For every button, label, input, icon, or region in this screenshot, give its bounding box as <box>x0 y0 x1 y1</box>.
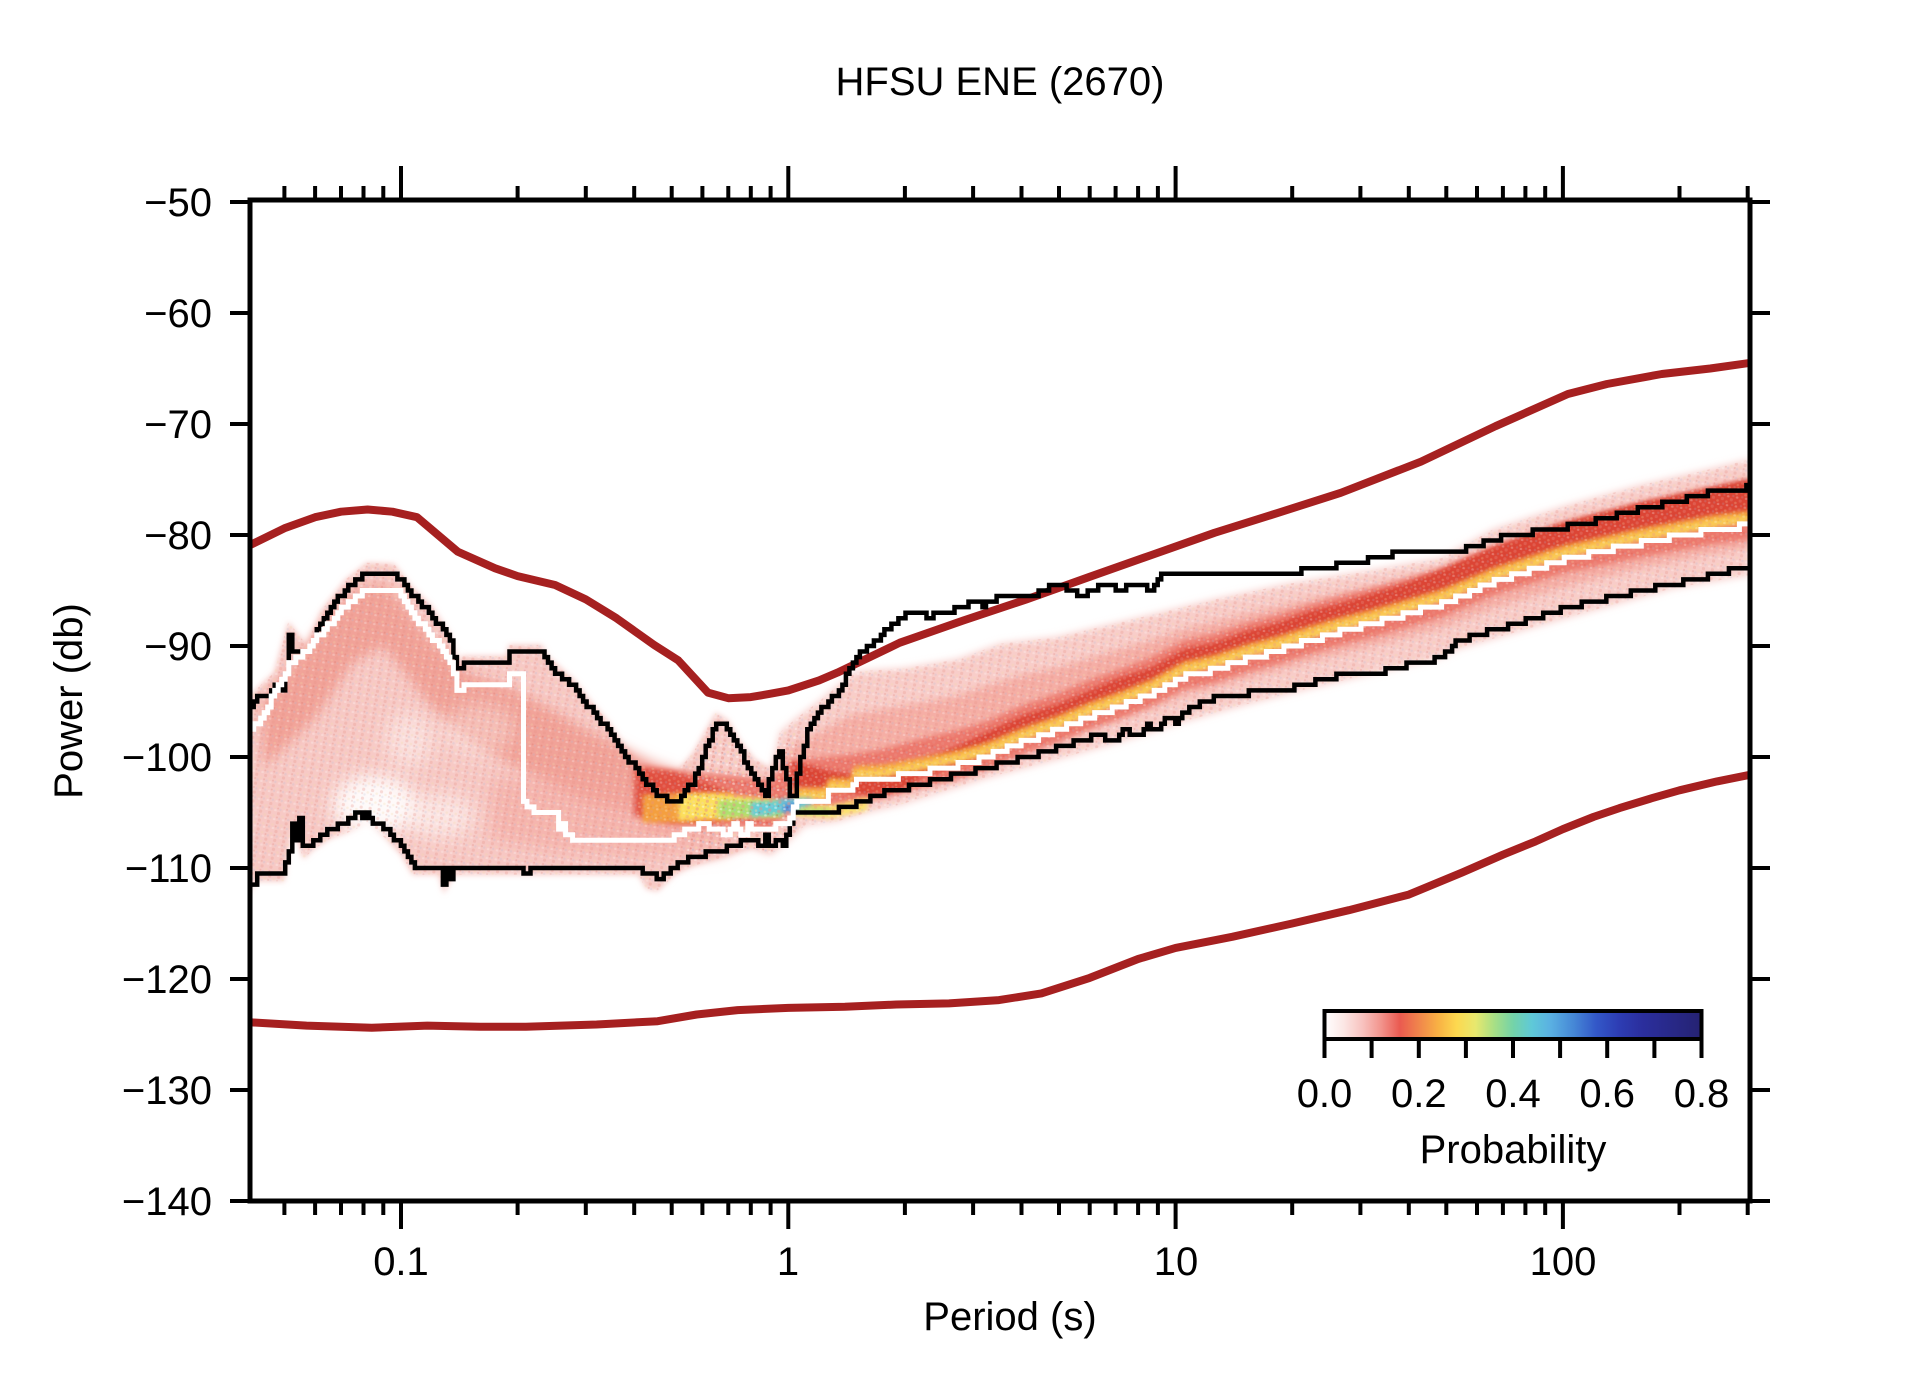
svg-text:0.6: 0.6 <box>1579 1072 1635 1116</box>
svg-text:−110: −110 <box>125 847 212 891</box>
svg-text:−120: −120 <box>122 958 212 1002</box>
svg-text:0.2: 0.2 <box>1391 1072 1447 1116</box>
svg-text:Power (db): Power (db) <box>47 603 91 799</box>
svg-text:Period (s): Period (s) <box>923 1295 1096 1339</box>
svg-text:−60: −60 <box>144 292 212 336</box>
svg-text:−70: −70 <box>144 403 212 447</box>
svg-text:0.0: 0.0 <box>1297 1072 1353 1116</box>
svg-text:−90: −90 <box>144 625 212 669</box>
svg-text:HFSU ENE (2670): HFSU ENE (2670) <box>836 60 1165 104</box>
svg-text:−80: −80 <box>144 514 212 558</box>
svg-text:−130: −130 <box>122 1069 212 1113</box>
svg-text:1: 1 <box>777 1240 799 1284</box>
svg-text:−50: −50 <box>144 181 212 225</box>
svg-text:Probability: Probability <box>1420 1128 1607 1172</box>
svg-text:−100: −100 <box>122 736 212 780</box>
svg-text:100: 100 <box>1530 1240 1597 1284</box>
svg-text:0.8: 0.8 <box>1674 1072 1730 1116</box>
svg-text:0.1: 0.1 <box>373 1240 429 1284</box>
svg-text:0.4: 0.4 <box>1485 1072 1541 1116</box>
svg-text:10: 10 <box>1154 1240 1199 1284</box>
svg-text:−140: −140 <box>122 1180 212 1224</box>
